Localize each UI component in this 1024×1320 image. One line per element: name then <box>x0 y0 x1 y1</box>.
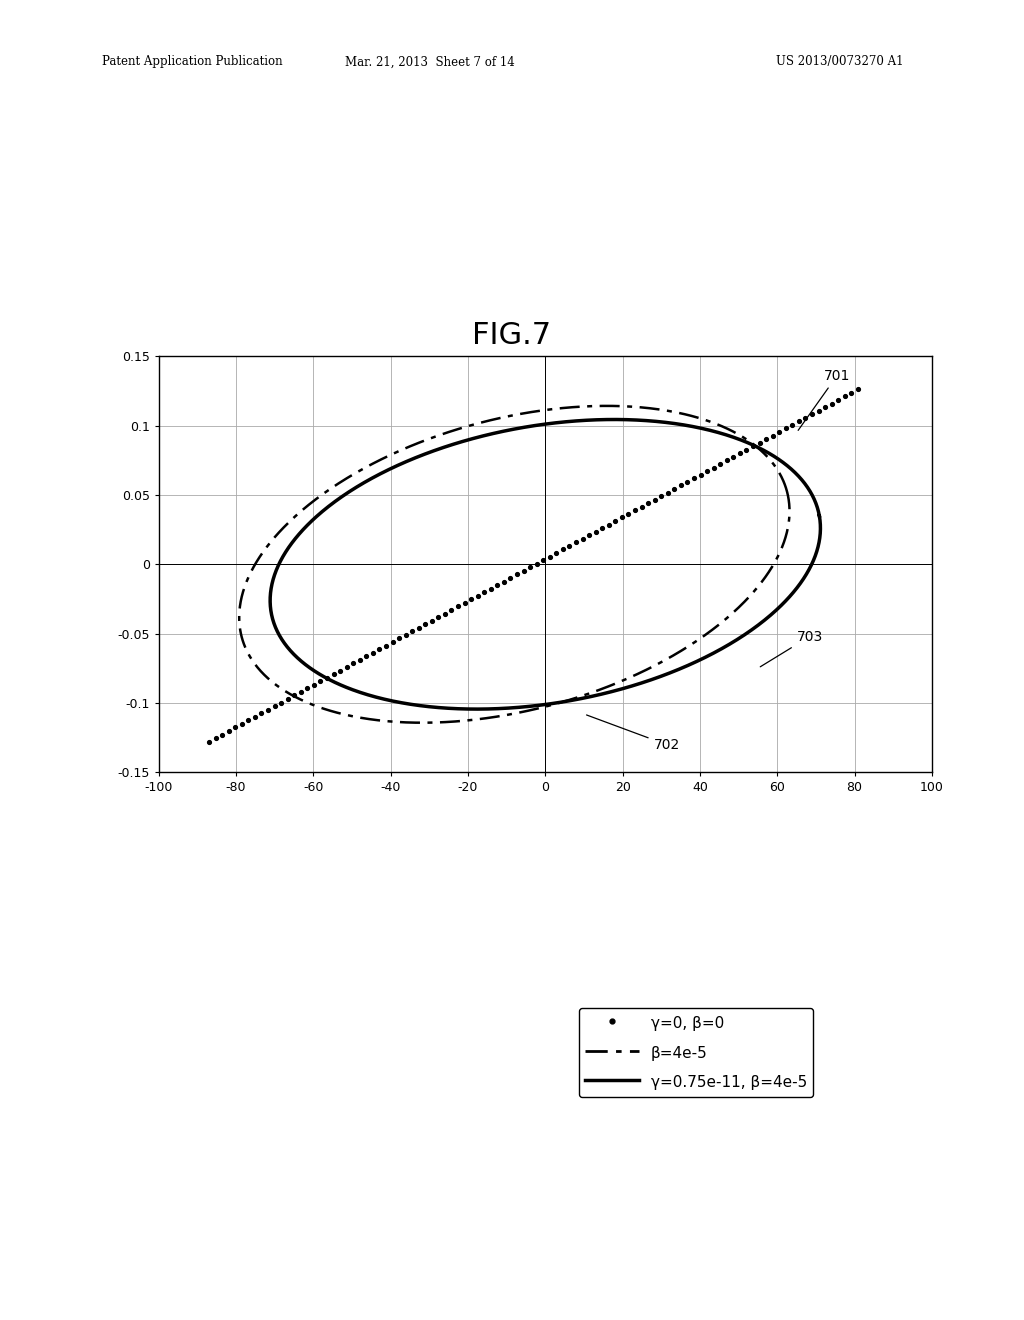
Text: Mar. 21, 2013  Sheet 7 of 14: Mar. 21, 2013 Sheet 7 of 14 <box>345 55 515 69</box>
Text: Patent Application Publication: Patent Application Publication <box>102 55 283 69</box>
Text: FIG.7: FIG.7 <box>472 321 552 350</box>
Text: 702: 702 <box>587 715 680 751</box>
Text: 701: 701 <box>798 370 850 430</box>
Text: US 2013/0073270 A1: US 2013/0073270 A1 <box>776 55 903 69</box>
Text: 703: 703 <box>760 630 823 667</box>
Legend: γ=0, β=0, β=4e-5, γ=0.75e-11, β=4e-5: γ=0, β=0, β=4e-5, γ=0.75e-11, β=4e-5 <box>580 1008 813 1097</box>
